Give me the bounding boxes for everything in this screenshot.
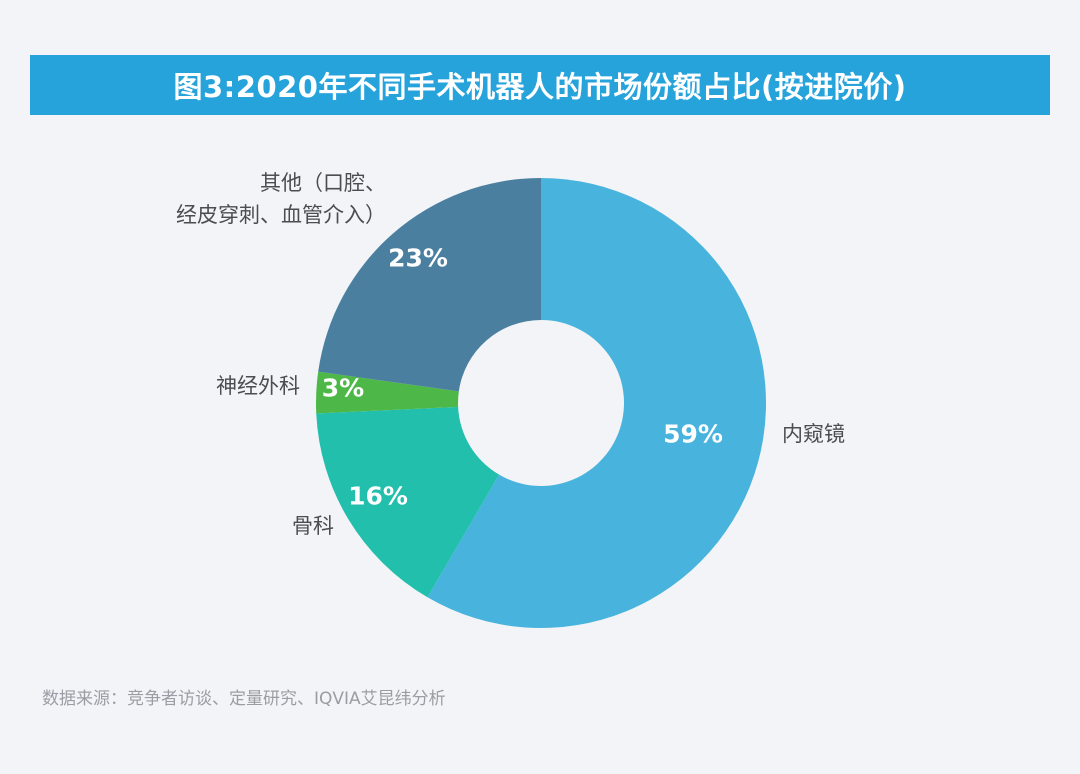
category-label-3: 经皮穿刺、血管介入） [176,203,386,227]
slice-0 [427,178,766,628]
source-note: 数据来源：竞争者访谈、定量研究、IQVIA艾昆纬分析 [42,689,446,709]
slice-1 [316,406,500,598]
category-label-2: 神经外科 [216,374,300,398]
category-label-3: 其他（口腔、 [260,171,386,195]
data-label-0: 59% [663,420,723,449]
category-label-1: 骨科 [292,514,334,538]
data-label-3: 23% [388,244,448,273]
chart-title: 图3:2020年不同手术机器人的市场份额占比(按进院价) [30,55,1050,115]
data-label-1: 16% [348,482,408,511]
data-label-2: 3% [322,374,364,403]
slice-2 [316,371,459,414]
slice-3 [318,178,541,392]
category-label-0: 内窥镜 [782,422,845,446]
